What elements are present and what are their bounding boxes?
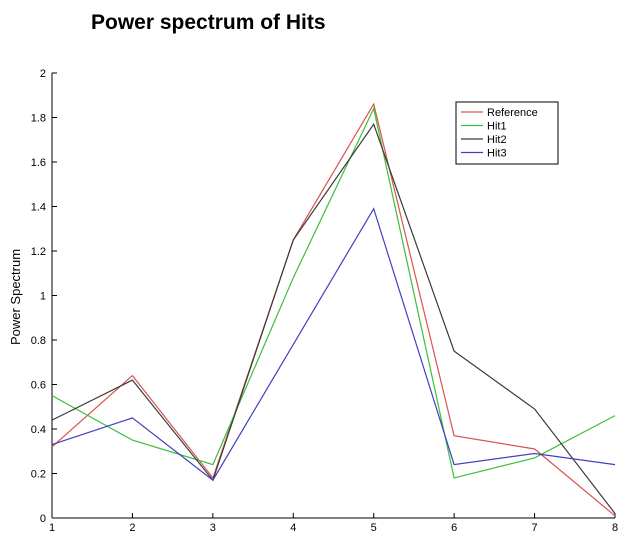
x-tick-label: 3: [210, 522, 216, 534]
x-tick-label: 2: [129, 522, 135, 534]
series-line-hit3: [51, 207, 616, 482]
legend-label-hit3: Hit3: [487, 148, 507, 160]
series-line-hit2: [51, 122, 616, 514]
y-tick-label: 0.6: [31, 380, 46, 392]
series-line-hit1: [51, 106, 616, 479]
x-tick-label: 4: [290, 522, 296, 534]
axes: 0 0.2 0.4 0.6 0.8 1 1.2 1.4 1.6 1.8 2 1 2 3 4 5 6 7 8: [31, 68, 618, 534]
legend-label-reference: Reference: [487, 107, 538, 119]
y-tick-label: 1.8: [31, 113, 46, 125]
y-tick-label: 0.8: [31, 335, 46, 347]
y-axis-label: Power Spectrum: [8, 249, 23, 345]
y-tick-label: 2: [40, 68, 46, 80]
x-tick-label: 8: [612, 522, 618, 534]
x-tick-label: 6: [451, 522, 457, 534]
legend-label-hit2: Hit2: [487, 134, 507, 146]
legend-label-hit1: Hit1: [487, 121, 507, 133]
y-tick-label: 0.4: [31, 424, 46, 436]
x-tick-label: 7: [532, 522, 538, 534]
y-tick-label: 1.4: [31, 202, 46, 214]
series-lines: [51, 102, 616, 517]
x-tick-label: 5: [371, 522, 377, 534]
y-tick-label: 0.2: [31, 469, 46, 481]
y-tick-label: 1: [40, 291, 46, 303]
y-tick-label: 1.2: [31, 246, 46, 258]
chart-title: Power spectrum of Hits: [91, 11, 326, 34]
y-tick-label: 1.6: [31, 157, 46, 169]
x-tick-label: 1: [49, 522, 55, 534]
series-line-reference: [51, 102, 616, 517]
y-tick-label: 0: [40, 513, 46, 525]
